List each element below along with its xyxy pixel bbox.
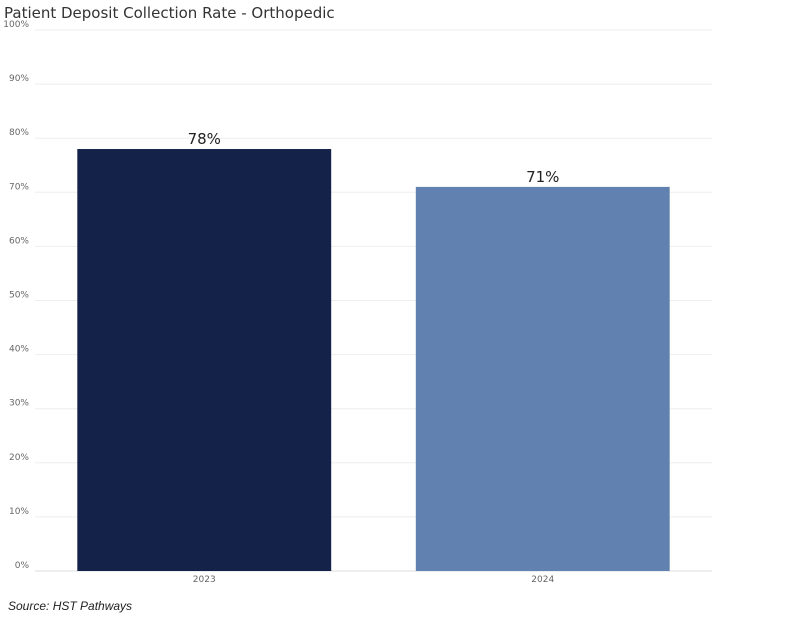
y-tick-label: 50% xyxy=(9,291,29,301)
y-tick-label: 80% xyxy=(9,128,29,138)
x-tick-label-2023: 2023 xyxy=(193,575,216,585)
data-labels: 78% 71% xyxy=(188,130,560,186)
y-tick-label: 100% xyxy=(3,20,29,30)
y-tick-label: 30% xyxy=(9,399,29,409)
y-tick-label: 40% xyxy=(9,345,29,355)
x-axis-ticks: 2023 2024 xyxy=(193,575,555,585)
bars xyxy=(77,149,670,571)
y-tick-label: 70% xyxy=(9,182,29,192)
data-label-2023: 78% xyxy=(188,130,221,148)
y-tick-label: 60% xyxy=(9,236,29,246)
y-tick-label: 10% xyxy=(9,507,29,517)
x-tick-label-2024: 2024 xyxy=(531,575,554,585)
y-tick-label: 0% xyxy=(15,561,30,571)
bar-2024[interactable] xyxy=(415,186,670,571)
source-note: Source: HST Pathways xyxy=(8,599,133,613)
y-axis-ticks: 0% 10% 20% 30% 40% 50% 60% 70% 80% 90% 100% xyxy=(3,20,29,571)
data-label-2024: 71% xyxy=(526,168,559,186)
chart-title: Patient Deposit Collection Rate - Orthop… xyxy=(4,4,335,22)
y-tick-label: 90% xyxy=(9,74,29,84)
bar-2023[interactable] xyxy=(77,149,332,571)
y-tick-label: 20% xyxy=(9,453,29,463)
